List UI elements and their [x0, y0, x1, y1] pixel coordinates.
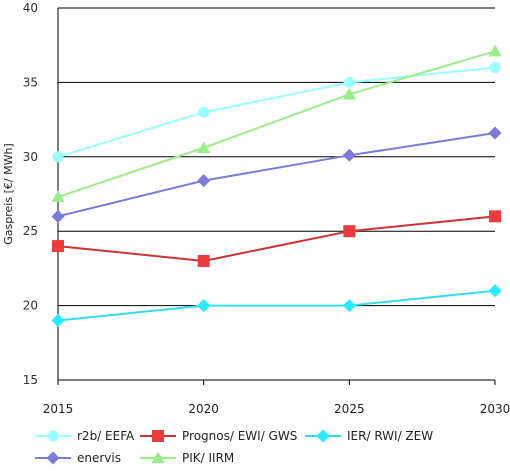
- legend-item: r2b/ EEFA: [35, 429, 135, 443]
- legend: r2b/ EEFA enervis Prognos/ EWI/ GWS PIK/ II…: [35, 429, 433, 465]
- legend-label: PIK/ IIRM: [182, 451, 234, 465]
- series-4: [51, 284, 502, 327]
- y-tick-label: 40: [23, 1, 38, 15]
- data-point: [198, 106, 210, 118]
- legend-label: r2b/ EEFA: [77, 429, 135, 443]
- x-tick-label: 2015: [43, 402, 74, 416]
- y-tick-label: 15: [23, 373, 38, 387]
- data-point: [342, 148, 356, 162]
- data-point: [197, 141, 211, 154]
- data-point: [343, 225, 356, 238]
- data-point: [343, 76, 355, 88]
- data-point: [51, 190, 65, 203]
- data-point: [488, 44, 502, 57]
- legend-marker: [152, 430, 164, 442]
- data-point: [488, 284, 502, 298]
- series-1: [51, 126, 502, 223]
- data-point: [488, 126, 502, 140]
- data-point: [197, 299, 211, 313]
- series-group: [51, 44, 502, 327]
- y-tick-label: 30: [23, 150, 38, 164]
- data-point: [342, 299, 356, 313]
- grid: [58, 7, 495, 307]
- x-tick-label: 2020: [188, 402, 219, 416]
- legend-label: enervis: [77, 451, 121, 465]
- legend-label: Prognos/ EWI/ GWS: [182, 429, 297, 443]
- data-point: [489, 210, 501, 223]
- series-2: [52, 210, 501, 267]
- x-tick-label: 2030: [480, 402, 510, 416]
- x-tick-label: 2025: [334, 402, 365, 416]
- data-point: [51, 313, 65, 327]
- series-3: [51, 44, 502, 203]
- data-point: [52, 151, 64, 163]
- series-line: [57, 132, 496, 218]
- legend-marker: [46, 451, 60, 465]
- legend-item: IER/ RWI/ ZEW: [305, 429, 433, 443]
- data-point: [51, 209, 65, 223]
- y-tick-label: 20: [23, 299, 38, 313]
- legend-marker: [316, 429, 330, 443]
- series-line: [57, 289, 496, 322]
- y-axis-title: Gaspreis [€/ MWh]: [2, 143, 15, 244]
- data-point: [342, 87, 356, 100]
- series-line: [57, 66, 496, 158]
- data-point: [489, 62, 501, 74]
- legend-item: enervis: [35, 451, 121, 465]
- series-line: [57, 215, 496, 262]
- legend-label: IER/ RWI/ ZEW: [347, 429, 433, 443]
- series-0: [52, 62, 501, 163]
- legend-marker: [151, 451, 165, 464]
- y-tick-label: 25: [23, 224, 38, 238]
- series-line: [57, 50, 496, 198]
- legend-item: PIK/ IIRM: [140, 451, 234, 465]
- legend-item: Prognos/ EWI/ GWS: [140, 429, 297, 443]
- data-point: [197, 174, 211, 188]
- data-point: [52, 240, 64, 253]
- legend-marker: [47, 430, 59, 442]
- data-point: [197, 254, 210, 267]
- y-tick-label: 35: [23, 75, 38, 89]
